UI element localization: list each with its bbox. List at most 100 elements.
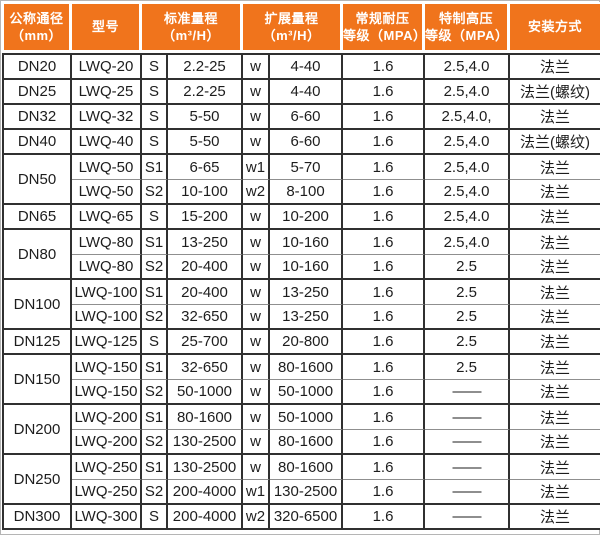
regular-pressure-cell: 1.6 [343,330,426,355]
table-row: DN300 LWQ-300 S 200-4000 w2 320-6500 1.6… [2,505,600,530]
header-nominal-diameter: 公称通径 （mm） [2,2,72,53]
table-row: LWQ-250 S2 200-4000 w1 130-2500 1.6 —— 法… [2,480,600,505]
regular-pressure-cell: 1.6 [343,230,426,255]
dn-cell: DN20 [2,53,72,80]
std-range-cell: 15-200 [168,205,244,230]
regular-pressure-cell: 1.6 [343,380,426,405]
ext-range-cell: 10-160 [270,230,344,255]
std-code-cell: S [142,53,168,80]
std-range-cell: 6-65 [168,155,244,180]
install-cell: 法兰 [510,330,600,355]
std-range-cell: 10-100 [168,180,244,205]
model-cell: LWQ-40 [72,130,142,155]
ext-code-cell: w2 [243,180,271,205]
dn-cell: DN40 [2,130,72,155]
model-cell: LWQ-200 [72,405,142,430]
regular-pressure-cell: 1.6 [343,130,426,155]
ext-range-cell: 80-1600 [270,430,344,455]
ext-range-cell: 10-160 [270,255,344,280]
model-cell: LWQ-80 [72,255,142,280]
ext-code-cell: w1 [243,480,271,505]
table-row: LWQ-50 S2 10-100 w2 8-100 1.6 2.5,4.0 法兰 [2,180,600,205]
std-range-cell: 20-400 [168,255,244,280]
table-row: DN200 LWQ-200 S1 80-1600 w 50-1000 1.6 —… [2,405,600,455]
std-code-cell: S [142,80,168,105]
std-range-cell: 2.2-25 [168,80,244,105]
ext-code-cell: w [243,130,271,155]
high-pressure-cell: —— [425,430,511,455]
ext-code-cell: w [243,305,271,330]
std-range-cell: 32-650 [168,305,244,330]
high-pressure-cell: 2.5 [425,280,511,305]
model-cell: LWQ-20 [72,53,142,80]
model-cell: LWQ-250 [72,480,142,505]
regular-pressure-cell: 1.6 [343,155,426,180]
model-cell: LWQ-150 [72,380,142,405]
std-code-cell: S2 [142,180,168,205]
high-pressure-cell: —— [425,480,511,505]
std-code-cell: S1 [142,355,168,380]
high-pressure-cell: 2.5 [425,255,511,280]
header-high-pressure: 特制高压 等级（MPA） [425,2,511,53]
regular-pressure-cell: 1.6 [343,480,426,505]
install-cell: 法兰 [510,405,600,430]
std-code-cell: S2 [142,430,168,455]
ext-code-cell: w [243,105,271,130]
ext-code-cell: w [243,355,271,380]
regular-pressure-cell: 1.6 [343,255,426,280]
std-range-cell: 32-650 [168,355,244,380]
install-cell: 法兰 [510,53,600,80]
table-row: DN125 LWQ-125 S 25-700 w 20-800 1.6 2.5 … [2,330,600,355]
table-row: DN250 LWQ-250 S1 130-2500 w 80-1600 1.6 … [2,455,600,505]
high-pressure-cell: 2.5 [425,330,511,355]
high-pressure-cell: 2.5,4.0 [425,205,511,230]
ext-code-cell: w [243,255,271,280]
model-cell: LWQ-25 [72,80,142,105]
install-cell: 法兰 [510,180,600,205]
table-row: DN32 LWQ-32 S 5-50 w 6-60 1.6 2.5,4.0, 法… [2,105,600,130]
ext-range-cell: 130-2500 [270,480,344,505]
std-range-cell: 5-50 [168,105,244,130]
ext-range-cell: 10-200 [270,205,344,230]
table-row: LWQ-100 S2 32-650 w 13-250 1.6 2.5 法兰 [2,305,600,330]
header-regular-pressure: 常规耐压 等级（MPA） [343,2,426,53]
model-cell: LWQ-65 [72,205,142,230]
install-cell: 法兰 [510,230,600,255]
model-cell: LWQ-300 [72,505,142,530]
model-cell: LWQ-80 [72,230,142,255]
dn-cell: DN200 [2,405,72,455]
std-range-cell: 5-50 [168,130,244,155]
dn-cell: DN300 [2,505,72,530]
dn-cell: DN150 [2,355,72,405]
ext-code-cell: w2 [243,505,271,530]
high-pressure-cell: 2.5,4.0 [425,230,511,255]
std-range-cell: 25-700 [168,330,244,355]
model-cell: LWQ-100 [72,280,142,305]
regular-pressure-cell: 1.6 [343,80,426,105]
std-range-cell: 13-250 [168,230,244,255]
std-code-cell: S2 [142,305,168,330]
std-range-cell: 130-2500 [168,430,244,455]
install-cell: 法兰 [510,455,600,480]
model-cell: LWQ-50 [72,180,142,205]
std-code-cell: S [142,330,168,355]
model-cell: LWQ-125 [72,330,142,355]
install-cell: 法兰 [510,280,600,305]
table-row: DN25 LWQ-25 S 2.2-25 w 4-40 1.6 2.5,4.0 … [2,80,600,105]
dn-cell: DN25 [2,80,72,105]
dn-cell: DN50 [2,155,72,205]
ext-range-cell: 4-40 [270,53,344,80]
table-row: DN50 LWQ-50 S1 6-65 w1 5-70 1.6 2.5,4.0 … [2,155,600,205]
install-cell: 法兰 [510,355,600,380]
std-code-cell: S1 [142,455,168,480]
high-pressure-cell: 2.5,4.0 [425,180,511,205]
std-code-cell: S1 [142,280,168,305]
high-pressure-cell: 2.5 [425,305,511,330]
install-cell: 法兰(螺纹) [510,130,600,155]
ext-code-cell: w [243,405,271,430]
high-pressure-cell: 2.5,4.0 [425,130,511,155]
install-cell: 法兰 [510,305,600,330]
install-cell: 法兰 [510,505,600,530]
std-range-cell: 200-4000 [168,505,244,530]
install-cell: 法兰 [510,430,600,455]
